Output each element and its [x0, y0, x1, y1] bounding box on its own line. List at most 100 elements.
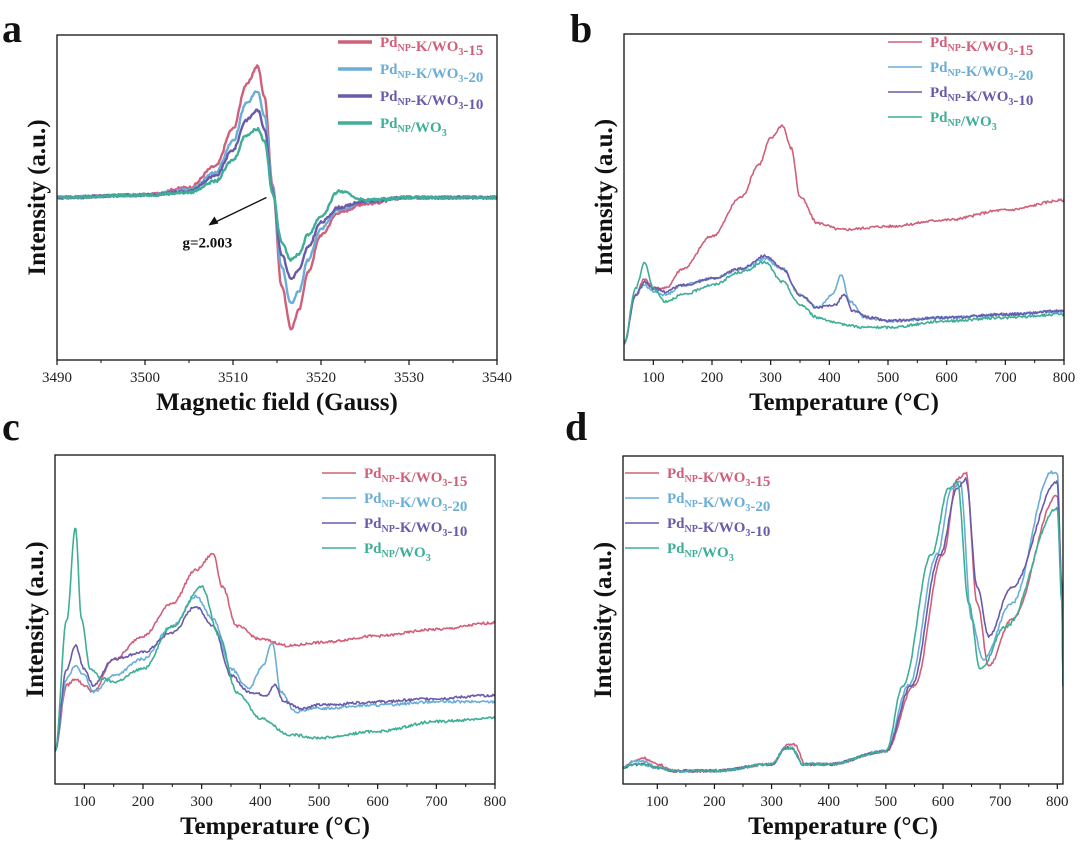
- annotation-arrow: [214, 196, 267, 224]
- legend-label: PdNP-K/WO3-15: [930, 35, 1033, 59]
- legend-label: PdNP-K/WO3-10: [364, 516, 467, 540]
- legend-label: PdNP/WO3: [364, 541, 431, 564]
- x-tick-label: 3530: [394, 370, 424, 386]
- x-tick-label: 700: [989, 794, 1012, 810]
- x-tick-label: 800: [1053, 370, 1076, 386]
- x-tick-label: 3510: [218, 370, 248, 386]
- legend-entry-2: PdNP-K/WO3-20: [338, 62, 483, 86]
- x-tick-label: 500: [877, 370, 900, 386]
- legend-entry-3: PdNP-K/WO3-10: [888, 85, 1033, 109]
- y-axis-title: Intensity (a.u.): [24, 119, 51, 275]
- x-tick-label: 100: [646, 794, 669, 810]
- x-tick-label: 700: [425, 794, 448, 810]
- arrow-head-icon: [208, 216, 219, 226]
- series-line-2: [624, 257, 1064, 345]
- legend-entry-3: PdNP-K/WO3-10: [338, 89, 483, 113]
- series-line-4: [55, 527, 495, 753]
- x-tick-label: 600: [932, 794, 955, 810]
- legend-label: PdNP/WO3: [930, 110, 997, 133]
- series-line-3: [623, 477, 1063, 773]
- legend-label: PdNP/WO3: [667, 541, 734, 564]
- x-tick-label: 100: [642, 370, 665, 386]
- series-group: [57, 64, 497, 331]
- x-tick-label: 200: [703, 794, 726, 810]
- legend-entry-4: PdNP/WO3: [322, 541, 431, 564]
- x-tick-label: 200: [132, 794, 155, 810]
- panel-a: a 3490 3500 3510 3520 3530 3540 Magnetic field …: [2, 6, 512, 416]
- legend-label: PdNP-K/WO3-20: [364, 491, 467, 515]
- legend-entry-2: PdNP-K/WO3-20: [888, 60, 1033, 84]
- x-tick-label: 3490: [42, 370, 72, 386]
- series-line-1: [624, 124, 1064, 345]
- series-line-2: [55, 594, 495, 752]
- series-line-3: [55, 605, 495, 751]
- panel-label: b: [570, 6, 592, 51]
- legend-label: PdNP-K/WO3-15: [667, 466, 770, 490]
- x-tick-label: 300: [190, 794, 213, 810]
- g-value-annotation: g=2.003: [182, 236, 232, 252]
- legend-entry-3: PdNP-K/WO3-10: [625, 516, 770, 540]
- x-axis-title: Temperature (°C): [749, 389, 939, 416]
- x-tick-label: 400: [817, 794, 840, 810]
- legend-entry-1: PdNP-K/WO3-15: [322, 466, 467, 490]
- panel-label: d: [565, 404, 587, 449]
- legend-entry-4: PdNP/WO3: [888, 110, 997, 133]
- series-line-4: [624, 260, 1064, 344]
- x-tick-label: 600: [366, 794, 389, 810]
- x-tick-label: 3540: [482, 370, 512, 386]
- legend-label: PdNP/WO3: [380, 116, 447, 139]
- plot-frame: [622, 455, 1064, 785]
- x-tick-label: 500: [308, 794, 331, 810]
- legend-entry-1: PdNP-K/WO3-15: [888, 35, 1033, 59]
- plot-frame: [623, 33, 1065, 361]
- legend-label: PdNP-K/WO3-20: [667, 491, 770, 515]
- y-axis-title: Intensity (a.u.): [22, 541, 49, 697]
- legend-entry-2: PdNP-K/WO3-20: [625, 491, 770, 515]
- legend-label: PdNP-K/WO3-20: [380, 62, 483, 86]
- x-tick-label: 800: [484, 794, 507, 810]
- panel-label: a: [2, 6, 22, 51]
- x-tick-label: 800: [1046, 794, 1069, 810]
- series-group: [624, 124, 1064, 345]
- x-axis-title: Magnetic field (Gauss): [156, 389, 398, 416]
- series-line-3: [624, 254, 1064, 344]
- y-axis-title: Intensity (a.u.): [591, 119, 618, 275]
- y-axis-title: Intensity (a.u.): [590, 542, 617, 698]
- legend-label: PdNP-K/WO3-10: [930, 85, 1033, 109]
- x-tick-label: 3520: [306, 370, 336, 386]
- panel-d: d 100 200 300 400 500 600 700 800 Temperature (°C…: [565, 404, 1069, 840]
- panel-c: c 100 200 300 400 500 600 700 800 Temperature (°C…: [2, 404, 506, 840]
- x-axis-title: Temperature (°C): [748, 813, 938, 840]
- x-tick-label: 3500: [130, 370, 160, 386]
- x-tick-label: 400: [818, 370, 841, 386]
- x-tick-label: 700: [994, 370, 1017, 386]
- panel-b: b 100 200 300 400 500 600 700 800 Temperature (°C…: [570, 6, 1075, 416]
- series-group: [623, 470, 1063, 773]
- series-line-4: [57, 126, 497, 262]
- legend-label: PdNP-K/WO3-10: [667, 516, 770, 540]
- legend-entry-1: PdNP-K/WO3-15: [625, 466, 770, 490]
- legend-entry-3: PdNP-K/WO3-10: [322, 516, 467, 540]
- x-tick-label: 600: [935, 370, 958, 386]
- x-tick-label: 100: [73, 794, 96, 810]
- x-axis-title: Temperature (°C): [180, 813, 370, 840]
- x-tick-label: 500: [875, 794, 898, 810]
- legend-label: PdNP-K/WO3-15: [380, 35, 483, 59]
- legend-entry-4: PdNP/WO3: [625, 541, 734, 564]
- x-tick-label: 300: [760, 794, 783, 810]
- x-tick-label: 200: [701, 370, 724, 386]
- legend-entry-1: PdNP-K/WO3-15: [338, 35, 483, 59]
- legend-label: PdNP-K/WO3-10: [380, 89, 483, 113]
- series-line-1: [55, 552, 495, 752]
- legend-label: PdNP-K/WO3-15: [364, 466, 467, 490]
- x-tick-label: 400: [249, 794, 272, 810]
- panel-label: c: [2, 404, 20, 449]
- legend-label: PdNP-K/WO3-20: [930, 60, 1033, 84]
- x-tick-label: 300: [759, 370, 782, 386]
- series-group: [55, 527, 495, 753]
- legend-entry-4: PdNP/WO3: [338, 116, 447, 139]
- legend-entry-2: PdNP-K/WO3-20: [322, 491, 467, 515]
- plot-frame: [54, 454, 496, 785]
- series-line-4: [623, 480, 1063, 773]
